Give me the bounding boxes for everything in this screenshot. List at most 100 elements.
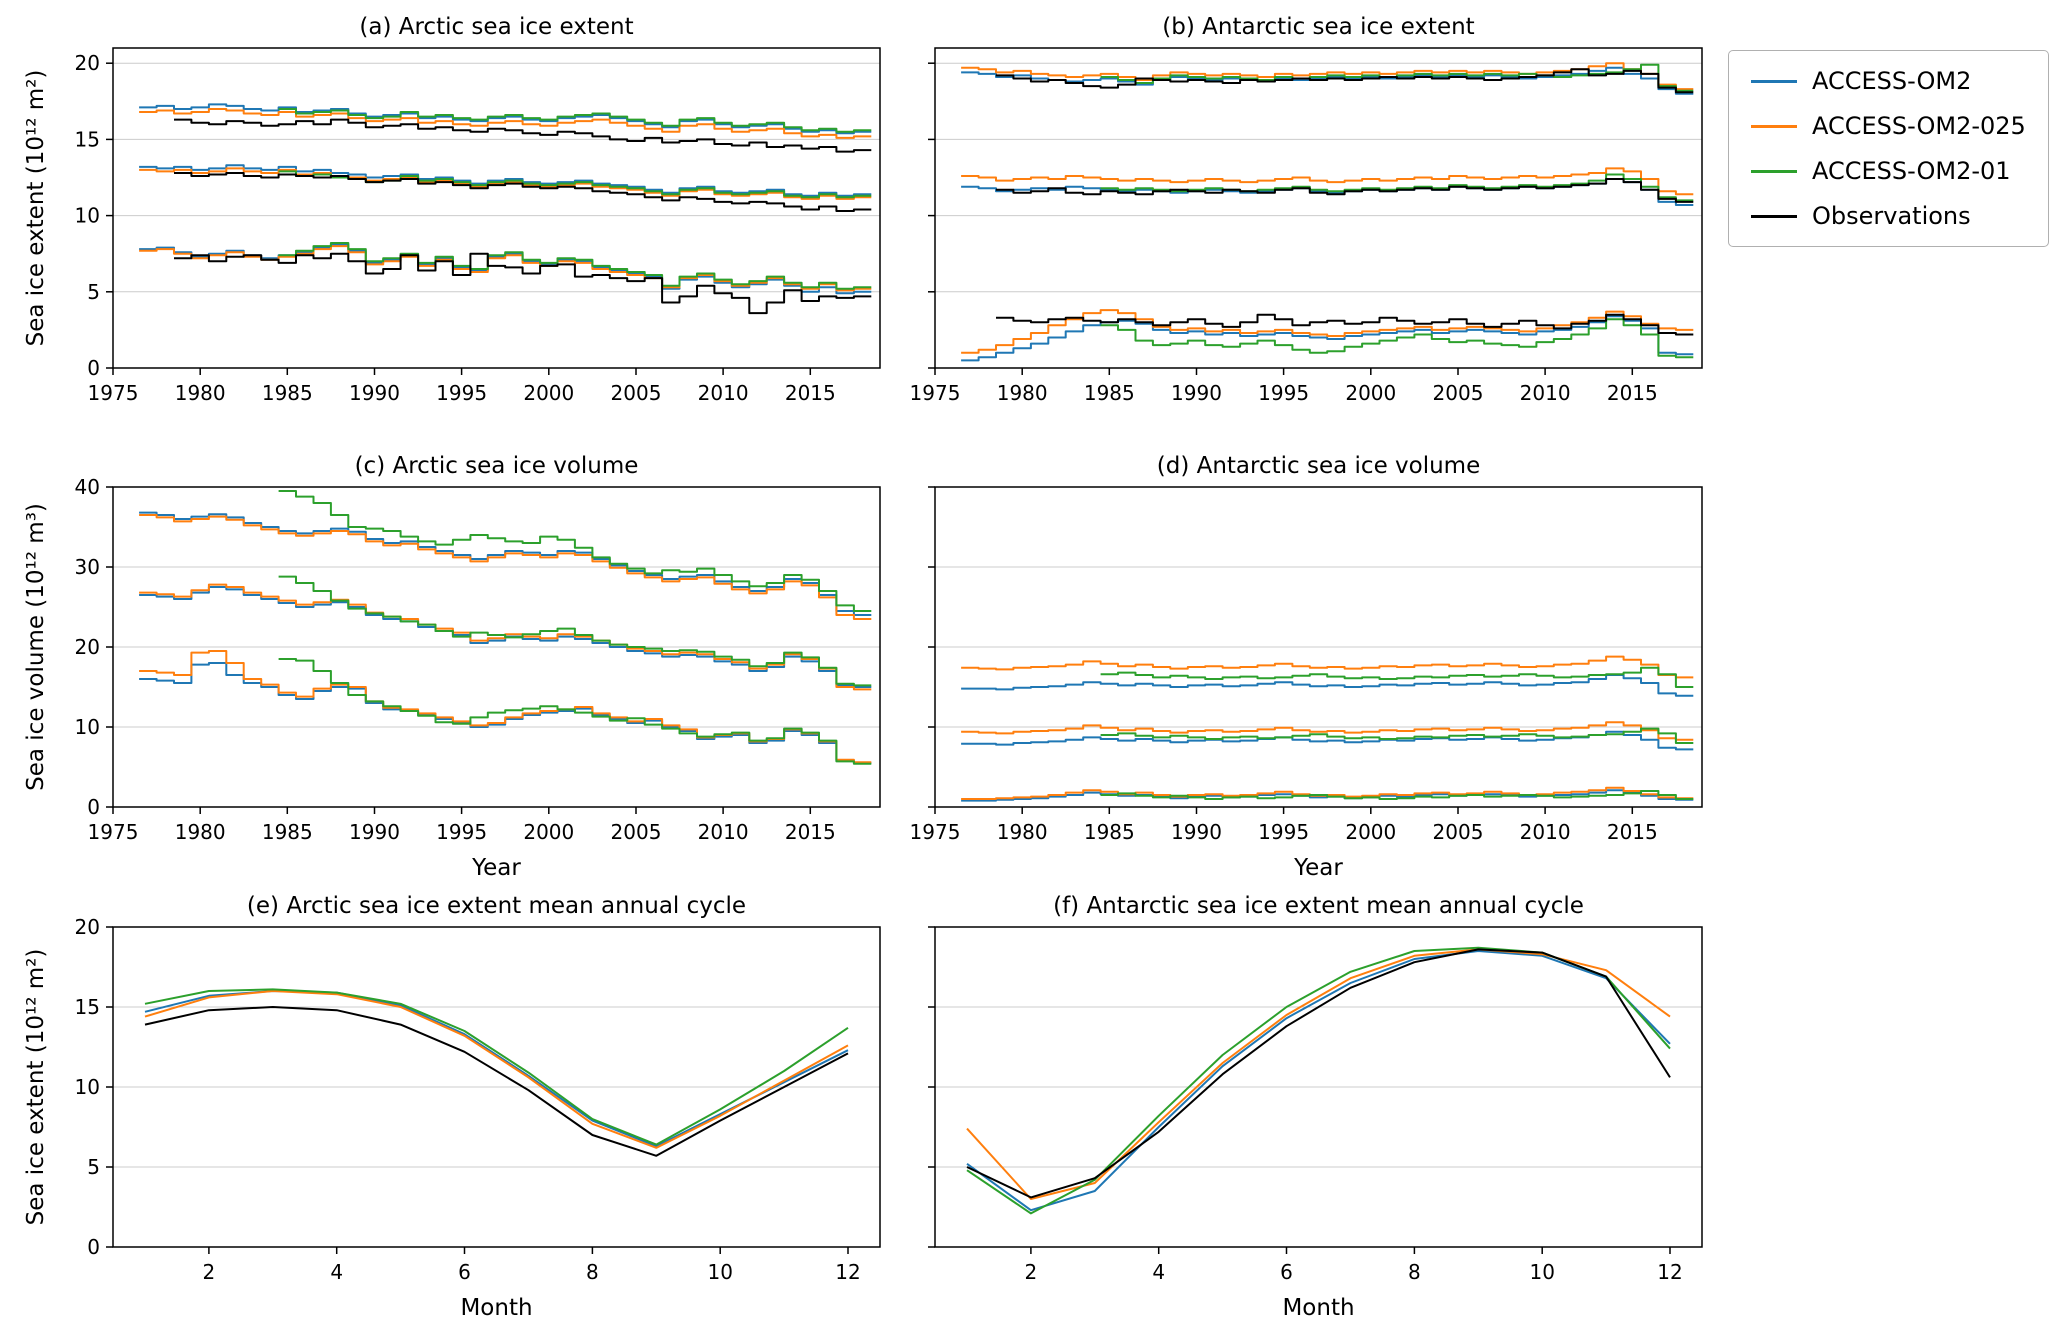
line-access-om2 — [144, 990, 849, 1148]
panel-title: (a) Arctic sea ice extent — [359, 14, 633, 40]
x-tick-label: 1995 — [436, 381, 487, 405]
legend: ACCESS-OM2 ACCESS-OM2-025 ACCESS-OM2-01 Obs… — [1728, 50, 2049, 247]
y-tick-label: 20 — [75, 635, 100, 659]
line-access-om2-01-annual-min — [1100, 318, 1694, 359]
x-tick-label: 1980 — [175, 381, 226, 405]
line-access-om2-025-annual-mean — [961, 721, 1694, 741]
x-tick-label: 1985 — [1084, 820, 1135, 844]
x-tick-label: 2005 — [1433, 820, 1484, 844]
y-axis-label: Sea ice extent (10¹² m²) — [23, 949, 49, 1226]
x-tick-label: 1990 — [1171, 381, 1222, 405]
legend-line-swatch — [1751, 214, 1797, 218]
panel-title: (c) Arctic sea ice volume — [355, 453, 639, 479]
y-tick-label: 0 — [87, 795, 100, 819]
x-tick-label: 2005 — [611, 820, 662, 844]
series-group — [139, 103, 872, 315]
legend-line-swatch — [1751, 169, 1797, 173]
y-tick-label: 40 — [75, 475, 100, 499]
panel-title: (d) Antarctic sea ice volume — [1157, 453, 1480, 479]
y-tick-label: 10 — [75, 715, 100, 739]
legend-line-swatch — [1751, 79, 1797, 83]
line-access-om2-01 — [144, 988, 849, 1146]
x-tick-label: 2000 — [1345, 820, 1396, 844]
line-observations-annual-min — [174, 252, 872, 315]
series-group — [966, 946, 1671, 1215]
y-axis-label: Sea ice volume (10¹² m³) — [23, 503, 49, 791]
legend-entry-access-om2-025: ACCESS-OM2-025 — [1751, 112, 2026, 140]
x-tick-label: 1980 — [997, 381, 1048, 405]
line-access-om2-01-annual-min — [1100, 790, 1694, 800]
series-group — [961, 655, 1694, 802]
x-tick-label: 1975 — [88, 820, 139, 844]
x-tick-label: 1990 — [349, 820, 400, 844]
x-tick-label: 8 — [586, 1260, 599, 1284]
x-tick-label: 1980 — [997, 820, 1048, 844]
line-observations — [966, 948, 1671, 1199]
line-observations-annual-max — [996, 68, 1694, 94]
y-tick-label: 30 — [75, 555, 100, 579]
x-tick-label: 1980 — [175, 820, 226, 844]
x-tick-label: 1975 — [910, 820, 961, 844]
x-tick-label: 10 — [707, 1260, 732, 1284]
x-tick-label: 2015 — [785, 381, 836, 405]
line-access-om2-01-annual-min — [278, 242, 872, 290]
x-tick-label: 2010 — [698, 381, 749, 405]
line-access-om2-01 — [966, 946, 1671, 1215]
line-observations-annual-mean — [996, 178, 1694, 203]
x-tick-label: 1990 — [1171, 820, 1222, 844]
panel-e: 2 4 6 8 10 12 0 5 10 15 20 (e) Arctic sea ice exten… — [23, 893, 881, 1321]
line-access-om2-025-annual-mean — [961, 167, 1694, 196]
y-axis-label: Sea ice extent (10¹² m²) — [23, 70, 49, 347]
panel-f: 2 4 6 8 10 12 (f) Antarctic sea ice extent mea… — [928, 893, 1703, 1321]
series-group — [144, 988, 849, 1157]
legend-line-swatch — [1751, 124, 1797, 128]
x-tick-label: 2010 — [1520, 381, 1571, 405]
x-tick-label: 12 — [835, 1260, 860, 1284]
x-tick-label: 2000 — [523, 820, 574, 844]
line-access-om2-025-annual-max — [139, 108, 872, 139]
x-tick-label: 2000 — [523, 381, 574, 405]
x-tick-label: 6 — [458, 1260, 471, 1284]
x-axis-label: Month — [1282, 1295, 1354, 1321]
line-access-om2 — [966, 950, 1671, 1212]
line-observations-annual-mean — [174, 172, 872, 212]
x-tick-label: 2015 — [1607, 381, 1658, 405]
y-tick-label: 15 — [75, 127, 100, 151]
axes-frame — [934, 47, 1703, 369]
x-tick-label: 2010 — [698, 820, 749, 844]
line-access-om2-025 — [966, 948, 1671, 1200]
y-tick-label: 10 — [75, 204, 100, 228]
y-tick-label: 5 — [87, 1155, 100, 1179]
x-tick-label: 2005 — [611, 381, 662, 405]
x-axis-label: Month — [460, 1295, 532, 1321]
x-tick-label: 2015 — [1607, 820, 1658, 844]
line-access-om2-025-annual-max — [139, 514, 872, 620]
x-tick-label: 4 — [330, 1260, 343, 1284]
x-tick-label: 1995 — [1258, 381, 1309, 405]
y-tick-label: 20 — [75, 915, 100, 939]
x-axis-label: Year — [471, 855, 521, 881]
series-group — [139, 490, 872, 765]
line-access-om2-annual-max — [961, 674, 1694, 697]
legend-label: ACCESS-OM2 — [1812, 67, 1972, 95]
y-tick-label: 10 — [75, 1075, 100, 1099]
x-tick-label: 10 — [1529, 1260, 1554, 1284]
panel-title: (b) Antarctic sea ice extent — [1162, 14, 1474, 40]
line-access-om2-01-annual-mean — [1100, 727, 1694, 744]
legend-entry-access-om2-01: ACCESS-OM2-01 — [1751, 157, 2026, 185]
x-tick-label: 1985 — [1084, 381, 1135, 405]
y-tick-label: 5 — [87, 280, 100, 304]
axes-frame — [112, 47, 881, 369]
panel-b: 1975 1980 1985 1990 1995 2000 2005 2010 2015 (b) … — [910, 14, 1703, 405]
legend-entry-observations: Observations — [1751, 202, 2026, 230]
x-tick-label: 2015 — [785, 820, 836, 844]
x-tick-label: 2 — [1025, 1260, 1038, 1284]
x-tick-label: 2 — [203, 1260, 216, 1284]
line-access-om2-01-annual-min — [278, 658, 872, 765]
x-tick-label: 1985 — [262, 381, 313, 405]
line-access-om2-01-annual-max — [278, 108, 872, 133]
x-tick-label: 6 — [1280, 1260, 1293, 1284]
panel-c: 1975 1980 1985 1990 1995 2000 2005 2010 2015 0 10 2… — [23, 453, 881, 881]
